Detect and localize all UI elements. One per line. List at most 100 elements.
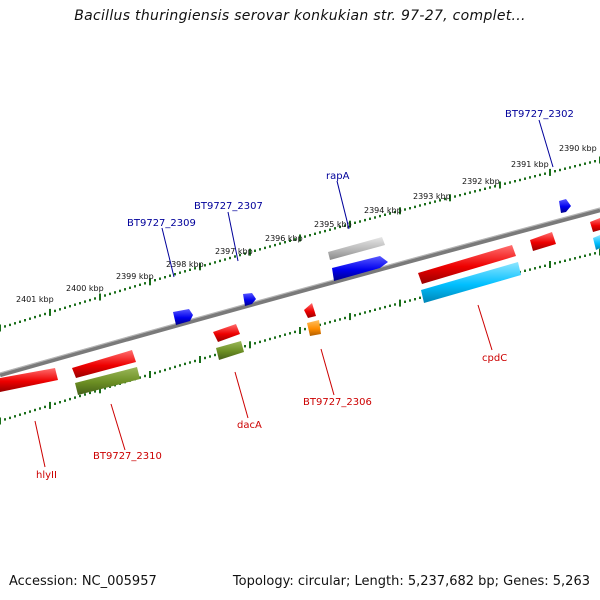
gene-bt9727-2309[interactable] [173,309,193,325]
scale-tick-major [249,248,251,256]
leader-line-dacA [234,371,249,419]
gene-label-dacA[interactable]: dacA [237,420,262,431]
scale-tick-minor [19,320,21,323]
scale-tick-minor [584,254,586,257]
gene-bt9727-2306[interactable] [304,303,316,318]
leader-line-hlyII [34,420,46,468]
topology-text: Topology: circular; Length: 5,237,682 bp… [232,574,590,589]
scale-tick-major [49,401,51,409]
scale-tick-minor [519,178,521,182]
scale-tick-minor [254,342,256,345]
scale-label: 2396 kbp [265,234,303,243]
scale-tick-minor [244,252,246,255]
scale-tick-minor [344,224,346,227]
scale-tick-major [399,207,401,215]
gene-hlyII[interactable] [0,368,58,392]
scale-tick-minor [494,185,496,188]
scale-tick-minor [139,283,141,286]
scale-tick-minor [214,261,216,264]
scale-tick-minor [69,397,71,401]
gene-label-bt9727-2309[interactable]: BT9727_2309 [127,218,196,229]
gene-rapA[interactable] [332,256,388,281]
scale-tick-minor [4,325,6,328]
scale-label: 2399 kbp [116,272,154,281]
scale-label: 2390 kbp [559,144,597,153]
scale-tick-major [299,327,301,334]
scale-tick-minor [304,235,306,238]
scale-label: 2401 kbp [16,295,54,304]
scale-label: 2397 kbp [215,247,253,256]
gene-label-bt9727-2310[interactable]: BT9727_2310 [93,451,162,462]
scale-tick-minor [29,317,31,320]
gene-label-bt9727-2306[interactable]: BT9727_2306 [303,397,372,408]
gene-rapA-pseudo[interactable] [328,237,385,260]
scale-tick-minor [269,245,271,248]
gene-bt9727-2307[interactable] [243,293,256,306]
scale-tick-major [99,386,101,394]
scale-tick-minor [54,402,56,405]
gene-right-red-small[interactable] [530,232,556,251]
gene-bt9727-2310-cds[interactable] [75,367,140,395]
gene-label-rapA[interactable]: rapA [326,171,350,182]
scale-label: 2393 kbp [413,192,451,201]
gene-right-edge-cyan[interactable] [593,235,600,250]
scale-tick-minor [189,268,191,271]
scale-tick-minor [34,408,36,412]
scale-tick-minor [294,330,296,334]
scale-tick-minor [584,162,586,165]
scale-tick-major [149,278,151,286]
scale-tick-minor [369,310,371,313]
scale-tick-major [99,293,101,301]
leader-line-bt9727-2309 [161,227,175,278]
scale-tick-minor [429,201,431,205]
gene-label-hlyII[interactable]: hlyII [36,470,57,481]
scale-tick-major [199,356,201,363]
scale-tick-minor [489,186,491,189]
scale-tick-major [449,194,451,202]
scale-tick-minor [179,364,181,367]
scale-tick-minor [314,232,316,235]
scale-tick-minor [184,270,186,273]
scale-tick-minor [464,192,466,196]
scale-tick-minor [269,337,271,341]
scale-tick-minor [414,298,416,301]
scale-tick-minor [14,415,16,418]
scale-tick-major [399,299,401,307]
scale-tick-minor [509,181,511,184]
leader-line-bt9727-2310 [110,403,126,451]
gene-dacA-cds[interactable] [216,341,244,360]
scale-tick-major [149,371,151,378]
scale-tick-major [199,263,201,271]
gene-dacA[interactable] [213,324,240,342]
gene-label-bt9727-2302[interactable]: BT9727_2302 [505,109,574,120]
scale-tick-minor [514,180,516,183]
leader-line-bt9727-2306 [320,348,335,396]
scale-tick-minor [14,322,16,325]
scale-tick-major [549,261,551,268]
genome-backbone [0,207,600,378]
gene-bt9727-2306-cds[interactable] [307,320,321,336]
gene-label-bt9727-2307[interactable]: BT9727_2307 [194,201,263,212]
scale-tick-minor [69,305,71,308]
scale-tick-minor [194,267,196,270]
scale-tick-minor [139,376,141,379]
accession-text: Accession: NC_005957 [9,574,157,589]
gene-label-cpdC[interactable]: cpdC [482,353,507,364]
gene-bt9727-2310[interactable] [72,350,136,378]
scale-tick-minor [24,412,26,415]
scale-tick-minor [144,282,146,285]
scale-tick-minor [564,259,566,262]
gene-cpdC[interactable] [418,245,516,284]
scale-tick-minor [329,320,331,324]
gene-bt9727-2302[interactable] [559,199,571,213]
scale-label: 2392 kbp [462,177,500,186]
scale-tick-minor [319,323,321,327]
gene-cpdC-cds[interactable] [421,262,521,303]
scale-tick-minor [279,335,281,338]
scale-tick-minor [589,253,591,256]
gene-right-edge-red[interactable] [590,218,600,232]
scale-tick-minor [169,367,171,370]
scale-tick-minor [184,362,186,366]
scale-tick-minor [209,262,211,266]
scale-tick-minor [539,173,541,177]
